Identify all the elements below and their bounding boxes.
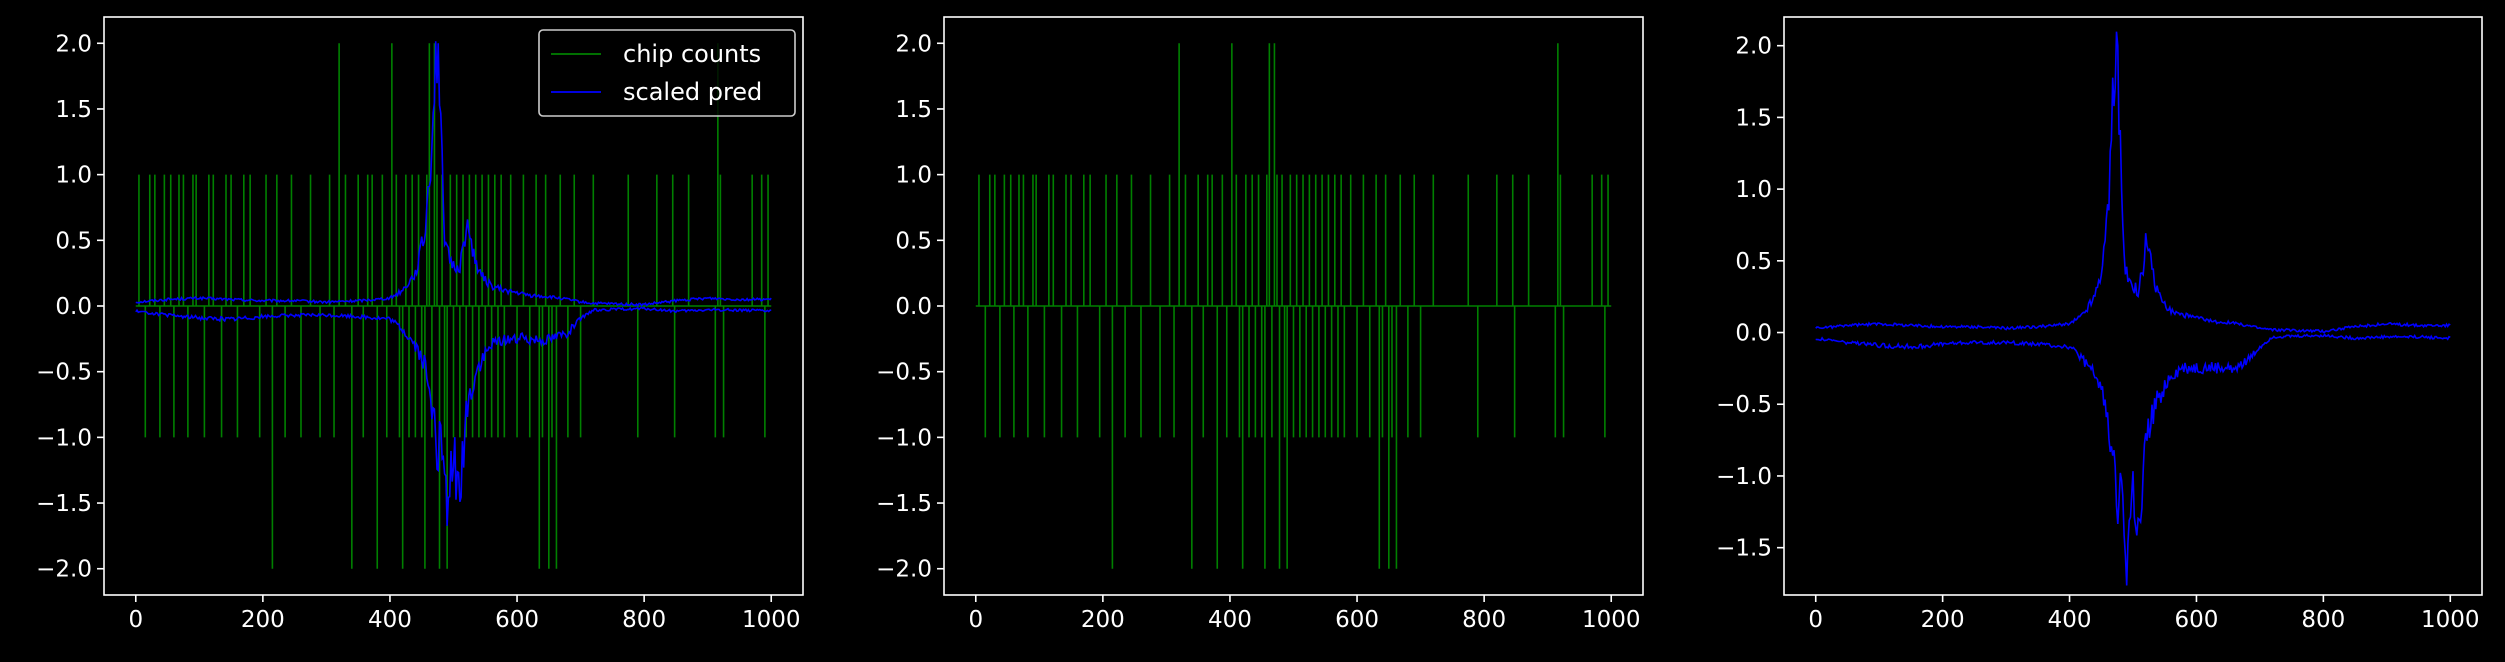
x-tick-label: 200	[241, 607, 285, 633]
x-tick-label: 600	[2175, 607, 2219, 633]
chart-panel-3: 0 200 400 600 800 1000 −1.5 −1.0 −0.5 0.0 0.5 1.0 1.…	[1716, 16, 2483, 633]
x-tick-label: 400	[368, 607, 412, 633]
y-tick-label: 0.0	[895, 294, 932, 320]
legend-label: chip counts	[623, 40, 761, 68]
x-tick-label: 0	[968, 607, 983, 633]
x-tick-label: 600	[495, 607, 539, 633]
plot-area	[1784, 17, 2482, 595]
y-tick-label: −2.0	[36, 557, 92, 583]
y-tick-label: 1.5	[895, 97, 932, 123]
y-tick-label: 0.0	[1735, 321, 1772, 347]
x-tick-label: 0	[128, 607, 143, 633]
y-tick-label: −0.5	[36, 360, 92, 386]
y-tick-label: −1.0	[876, 425, 932, 451]
legend-box	[538, 29, 796, 117]
scaled-pred-upper-line	[1815, 31, 2451, 334]
y-tick-label: 2.0	[1735, 34, 1772, 60]
x-tick-label: 800	[2301, 607, 2345, 633]
x-tick-label: 800	[1462, 607, 1506, 633]
x-tick-label: 0	[1808, 607, 1823, 633]
y-tick-label: −1.0	[36, 425, 92, 451]
y-tick-label: −1.0	[1716, 464, 1772, 490]
x-tick-label: 600	[1335, 607, 1379, 633]
y-tick-label: 1.0	[1735, 177, 1772, 203]
y-tick-label: 0.5	[1735, 249, 1772, 275]
y-tick-label: 0.5	[895, 228, 932, 254]
scaled-pred-lower-line	[135, 306, 772, 526]
x-tick-label: 1000	[2421, 607, 2480, 633]
x-tick-label: 200	[1921, 607, 1965, 633]
y-tick-label: −1.5	[1716, 536, 1772, 562]
legend: chip counts scaled pred	[538, 29, 796, 117]
y-tick-label: −0.5	[1716, 392, 1772, 418]
y-tick-label: 0.5	[55, 228, 92, 254]
chart-panel-2: 0 200 400 600 800 1000 −2.0 −1.5 −1.0 −0.5 0.0 0.5 1…	[876, 16, 1644, 633]
y-tick-label: −0.5	[876, 360, 932, 386]
scaled-pred-lower-line	[1815, 332, 2451, 586]
x-tick-label: 1000	[742, 607, 801, 633]
y-tick-label: 1.0	[895, 163, 932, 189]
x-tick-label: 1000	[1582, 607, 1641, 633]
y-tick-label: 2.0	[55, 31, 92, 57]
scaled-pred-upper-line	[135, 41, 772, 307]
legend-label: scaled pred	[623, 78, 762, 106]
y-tick-label: 1.0	[55, 163, 92, 189]
x-tick-label: 400	[1208, 607, 1252, 633]
y-tick-label: 1.5	[55, 97, 92, 123]
y-tick-label: 2.0	[895, 31, 932, 57]
y-tick-label: −2.0	[876, 557, 932, 583]
x-tick-label: 200	[1081, 607, 1125, 633]
y-tick-label: −1.5	[876, 491, 932, 517]
x-tick-label: 800	[622, 607, 666, 633]
chart-panel-1: 0 200 400 600 800 1000 −2.0 −1.5 −1.0 −0.5 0.0 0.5 1…	[36, 16, 804, 633]
axes-frame	[1783, 16, 2483, 596]
y-tick-label: −1.5	[36, 491, 92, 517]
x-tick-label: 400	[2048, 607, 2092, 633]
y-tick-label: 0.0	[55, 294, 92, 320]
y-tick-label: 1.5	[1735, 105, 1772, 131]
